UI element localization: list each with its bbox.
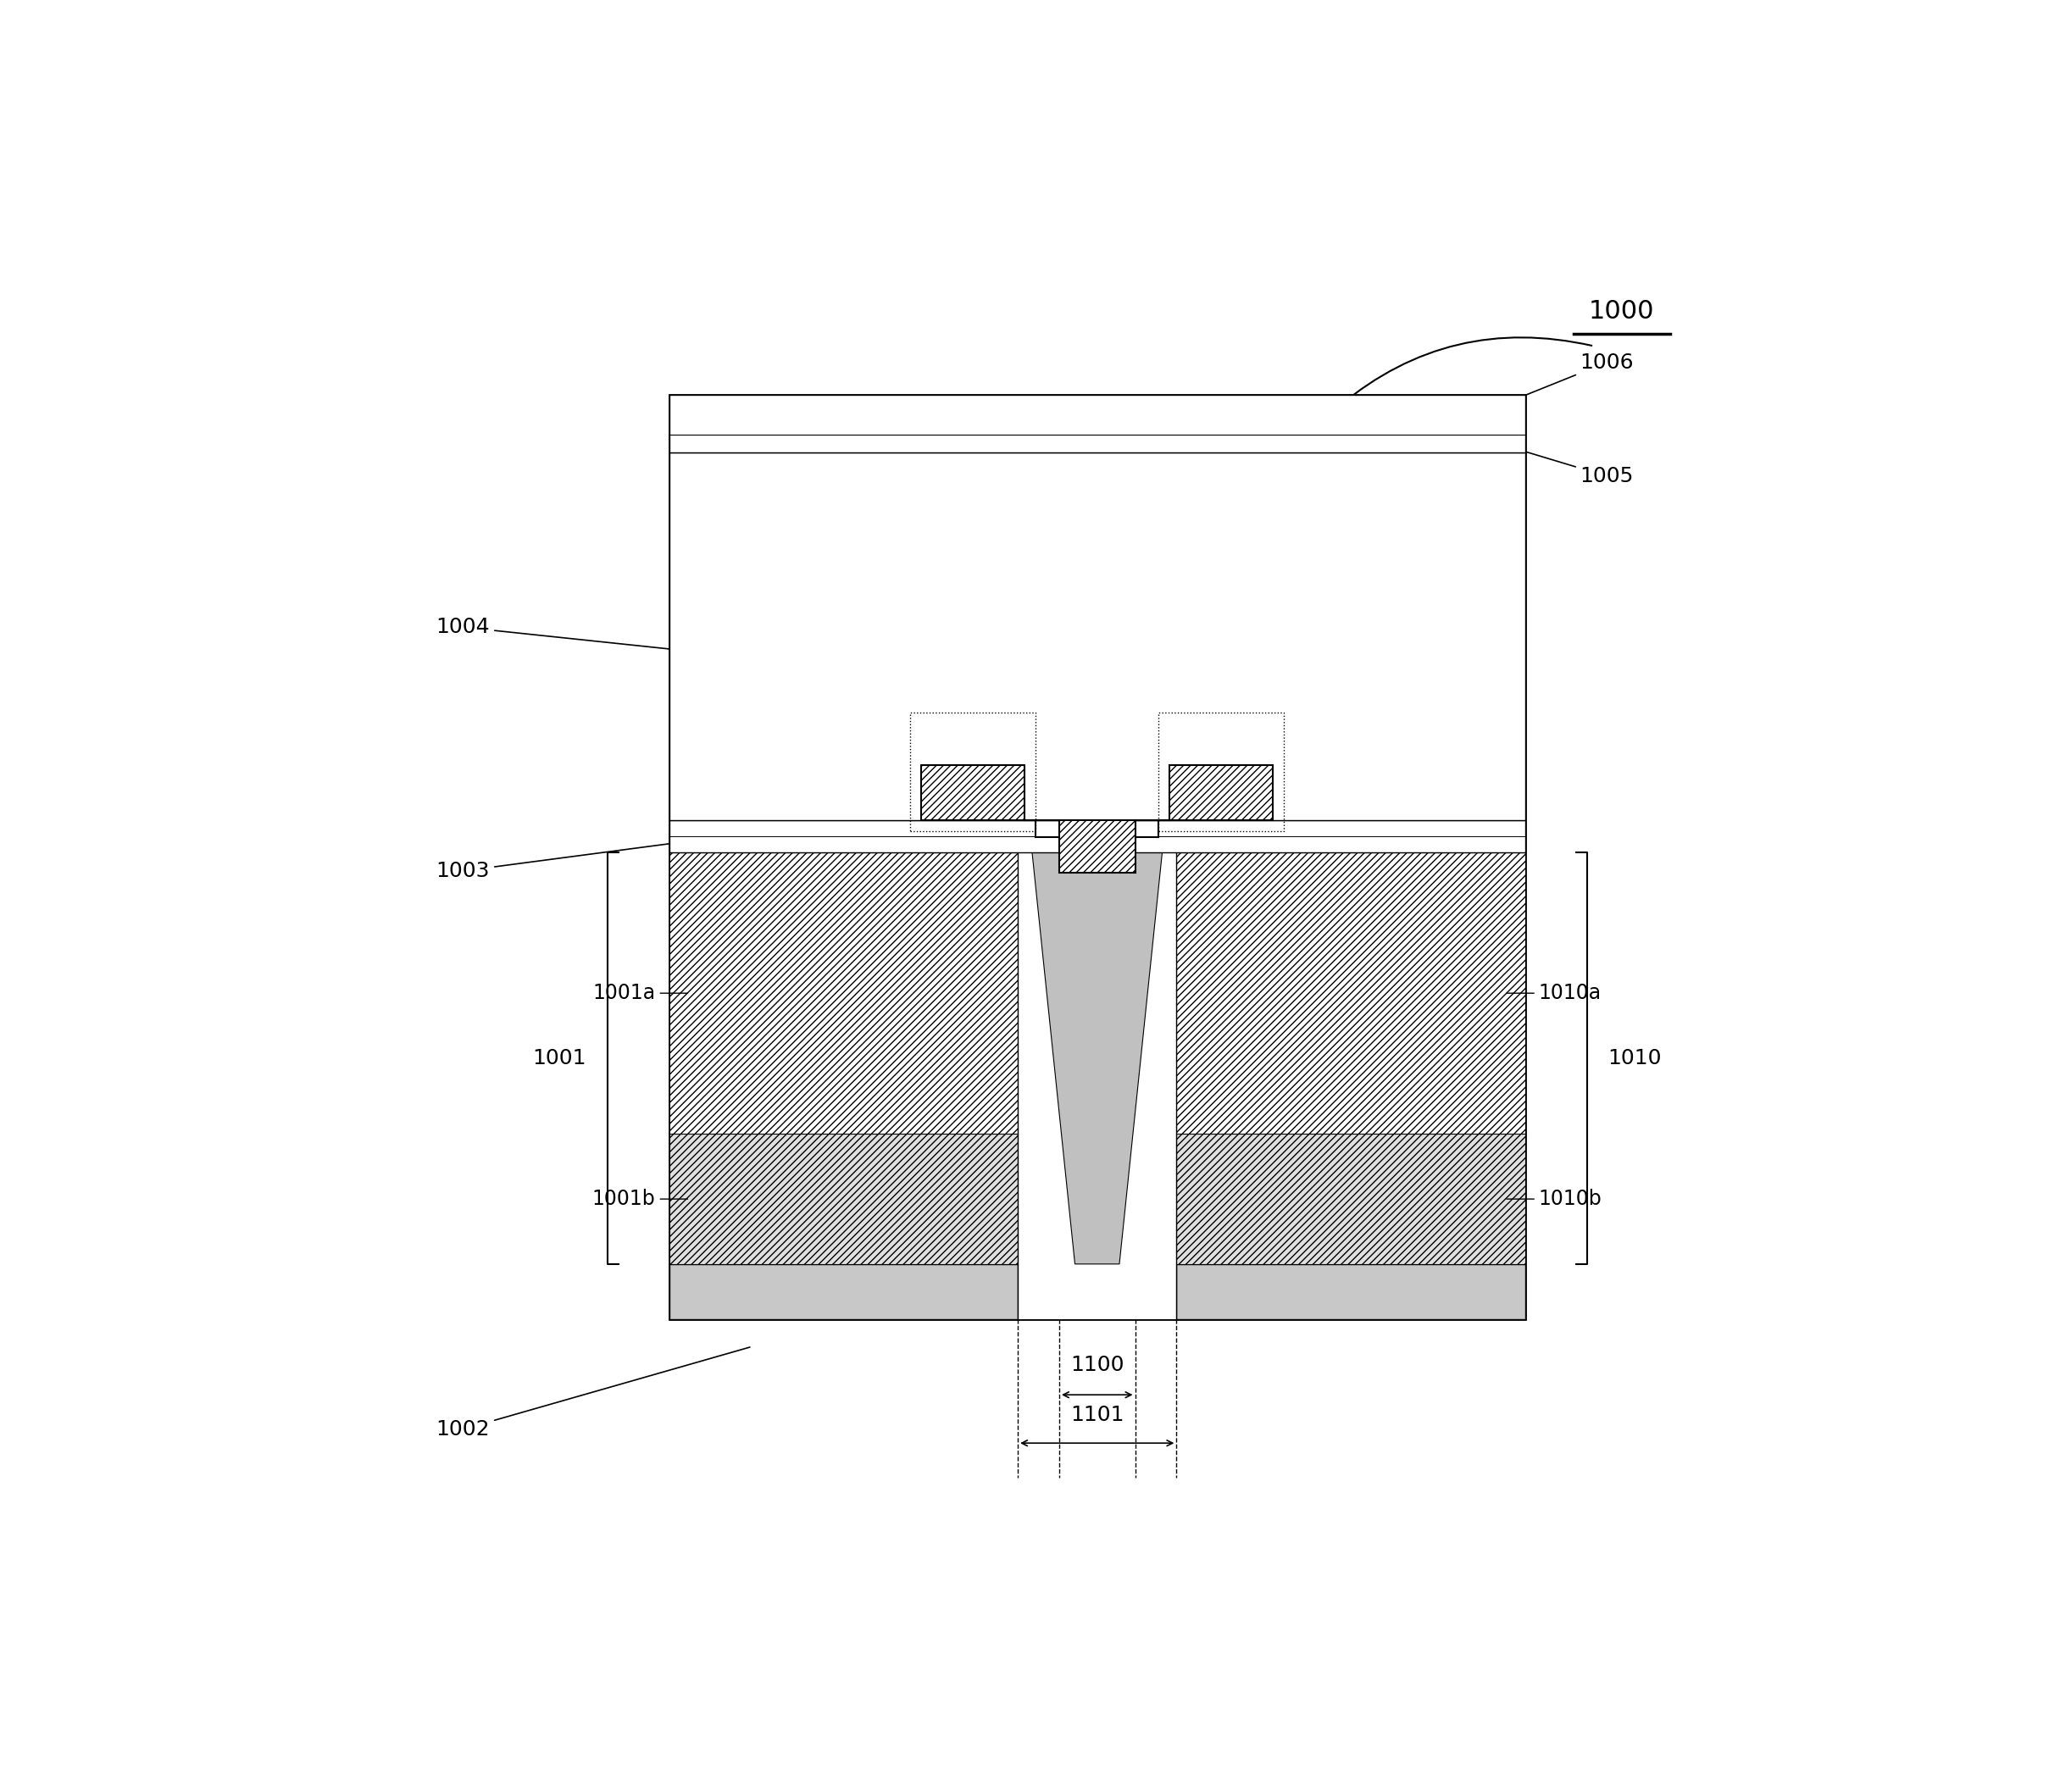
- Bar: [1158, 713, 1283, 831]
- Text: 1006: 1006: [1473, 353, 1634, 418]
- Bar: [1170, 765, 1273, 821]
- Text: 1000: 1000: [1588, 299, 1654, 324]
- Text: 1008: 1008: [838, 545, 962, 763]
- Bar: [1059, 821, 1135, 873]
- Text: 1001a: 1001a: [593, 984, 688, 1004]
- Text: 1007: 1007: [1230, 545, 1283, 763]
- Text: 1100: 1100: [1071, 1355, 1125, 1376]
- Bar: [1176, 1263, 1524, 1319]
- Text: 1010b: 1010b: [1506, 1188, 1603, 1210]
- Bar: [1176, 853, 1524, 1134]
- Bar: [670, 821, 1524, 853]
- Polygon shape: [1032, 853, 1162, 1263]
- Text: 1003: 1003: [437, 837, 723, 882]
- Text: 1101: 1101: [1071, 1405, 1125, 1425]
- Text: 1010a: 1010a: [1506, 984, 1601, 1004]
- Text: 1001: 1001: [534, 1048, 587, 1068]
- Bar: [670, 1134, 1018, 1263]
- Bar: [1018, 853, 1176, 1319]
- Text: 1009: 1009: [1077, 527, 1131, 819]
- Bar: [670, 394, 1524, 452]
- Bar: [670, 452, 1524, 821]
- Text: 1004: 1004: [437, 616, 723, 654]
- Bar: [911, 713, 1036, 831]
- Bar: [670, 394, 1524, 1319]
- Bar: [670, 1263, 1018, 1319]
- Text: 1001b: 1001b: [591, 1188, 688, 1210]
- Text: 1005: 1005: [1473, 435, 1634, 486]
- Bar: [921, 765, 1024, 821]
- Bar: [670, 853, 1018, 1134]
- Bar: [1176, 1134, 1524, 1263]
- Text: 1002: 1002: [437, 1348, 750, 1439]
- Text: 1010: 1010: [1607, 1048, 1662, 1068]
